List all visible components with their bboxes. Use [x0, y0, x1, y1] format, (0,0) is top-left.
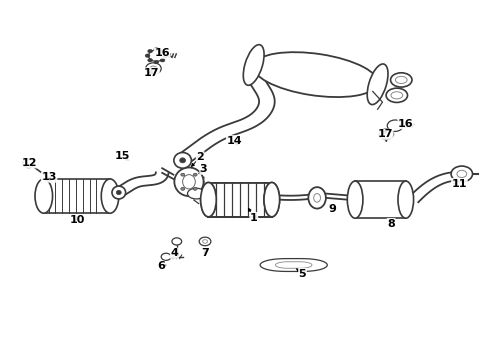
Ellipse shape	[160, 58, 165, 62]
Ellipse shape	[161, 253, 171, 260]
Ellipse shape	[188, 188, 205, 199]
Text: 10: 10	[69, 215, 85, 225]
Ellipse shape	[147, 49, 152, 53]
Text: 8: 8	[387, 219, 395, 229]
Ellipse shape	[367, 64, 388, 105]
Text: 17: 17	[378, 129, 393, 139]
Ellipse shape	[264, 183, 280, 217]
Ellipse shape	[163, 54, 168, 58]
Ellipse shape	[174, 153, 192, 168]
Text: 15: 15	[115, 151, 130, 161]
Ellipse shape	[391, 73, 412, 87]
Text: 1: 1	[250, 212, 258, 222]
Ellipse shape	[395, 76, 407, 84]
Ellipse shape	[193, 173, 197, 176]
Ellipse shape	[451, 166, 472, 182]
Bar	[355, 181, 406, 218]
Ellipse shape	[201, 183, 216, 217]
Ellipse shape	[181, 188, 185, 190]
Text: 3: 3	[200, 164, 207, 174]
Text: 17: 17	[144, 68, 159, 78]
Ellipse shape	[383, 132, 389, 136]
Ellipse shape	[386, 88, 408, 103]
Ellipse shape	[202, 240, 207, 243]
Ellipse shape	[244, 45, 264, 85]
Text: 2: 2	[196, 152, 204, 162]
Ellipse shape	[154, 48, 159, 51]
Ellipse shape	[253, 52, 378, 97]
Text: 5: 5	[299, 269, 306, 279]
Ellipse shape	[201, 183, 216, 217]
Ellipse shape	[35, 179, 52, 213]
Text: 16: 16	[154, 48, 170, 58]
Text: 11: 11	[452, 179, 467, 189]
Ellipse shape	[150, 66, 157, 71]
Ellipse shape	[116, 190, 121, 195]
Ellipse shape	[181, 173, 185, 176]
Ellipse shape	[193, 188, 197, 190]
Text: 13: 13	[42, 172, 57, 182]
Ellipse shape	[112, 186, 125, 199]
Ellipse shape	[148, 50, 164, 62]
Ellipse shape	[387, 120, 403, 131]
Bar	[208, 183, 272, 216]
Text: 7: 7	[201, 248, 209, 258]
Ellipse shape	[172, 238, 182, 245]
Bar	[44, 179, 110, 213]
Ellipse shape	[199, 237, 211, 246]
Ellipse shape	[180, 158, 186, 163]
Text: 6: 6	[157, 261, 165, 271]
Ellipse shape	[101, 179, 119, 213]
Ellipse shape	[391, 92, 403, 99]
Ellipse shape	[457, 170, 466, 177]
Text: 16: 16	[398, 118, 414, 129]
Ellipse shape	[314, 194, 320, 202]
Ellipse shape	[145, 54, 150, 58]
Ellipse shape	[23, 159, 34, 167]
Text: 12: 12	[22, 158, 37, 168]
Ellipse shape	[154, 60, 159, 64]
Polygon shape	[275, 262, 312, 268]
Ellipse shape	[146, 63, 161, 74]
Ellipse shape	[264, 183, 280, 217]
Text: 14: 14	[226, 136, 242, 146]
Ellipse shape	[183, 175, 196, 189]
Ellipse shape	[174, 167, 203, 196]
Polygon shape	[260, 258, 327, 271]
Ellipse shape	[347, 181, 363, 218]
Text: 4: 4	[171, 248, 178, 258]
Ellipse shape	[147, 58, 152, 62]
Text: 9: 9	[329, 203, 337, 213]
Ellipse shape	[308, 187, 326, 208]
Ellipse shape	[160, 49, 165, 53]
Ellipse shape	[398, 181, 414, 218]
Ellipse shape	[379, 129, 393, 140]
